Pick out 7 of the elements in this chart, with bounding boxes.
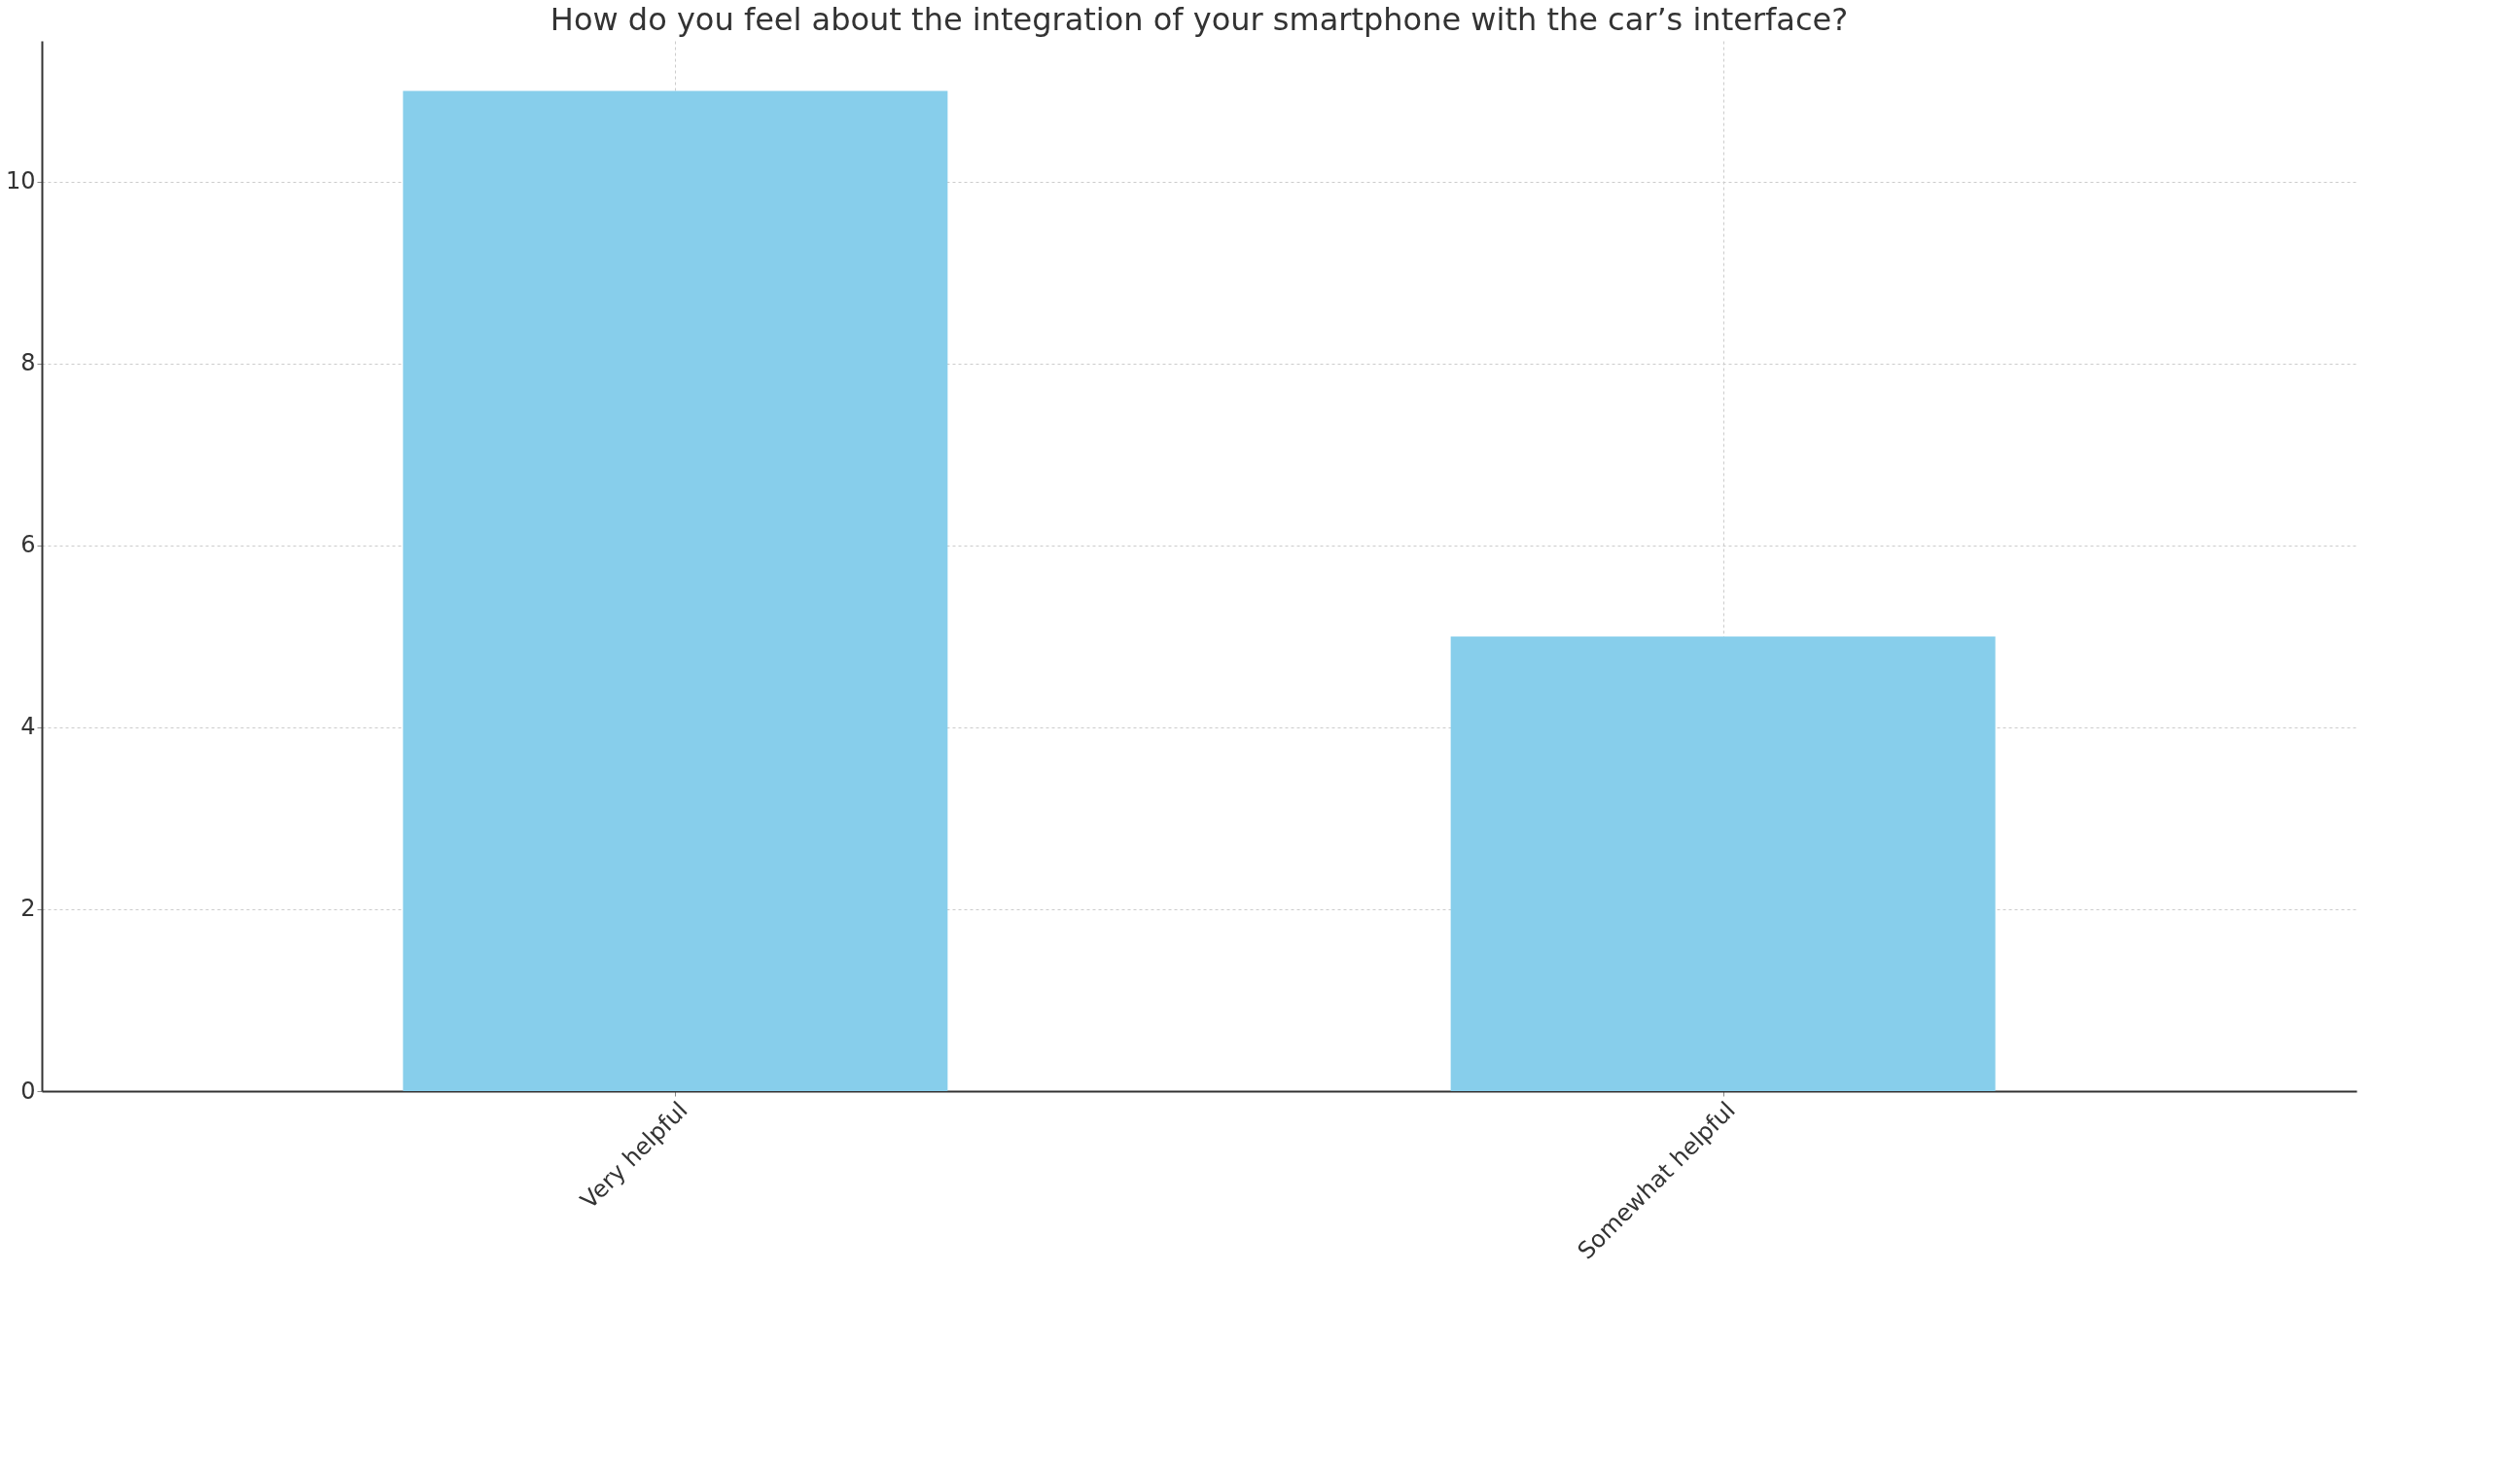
y-tick-label: 10 — [5, 167, 36, 195]
y-tick-label: 0 — [20, 1077, 36, 1105]
chart-title: How do you feel about the integration of your smartphone with the car’s interface? — [549, 1, 1849, 38]
y-tick-label: 2 — [20, 895, 36, 923]
y-tick-label: 6 — [20, 531, 36, 559]
y-tick-label: 8 — [20, 349, 36, 377]
y-tick-label: 4 — [20, 713, 36, 741]
